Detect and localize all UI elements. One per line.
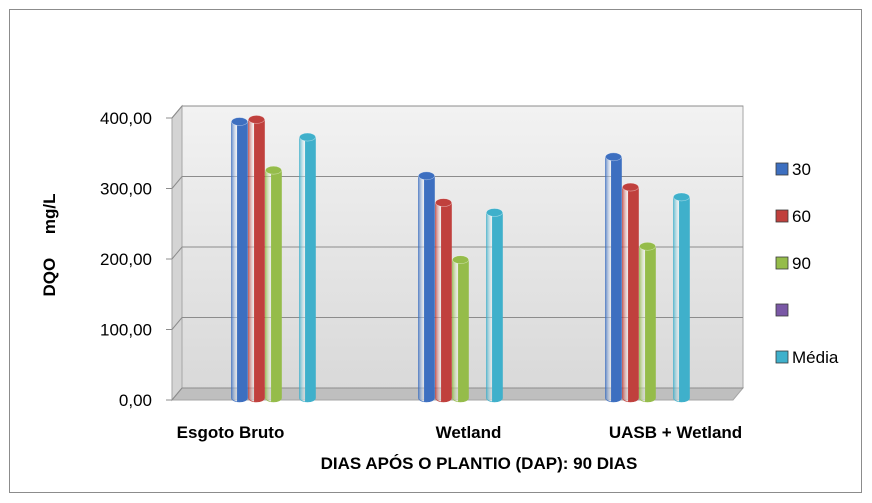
legend-item: 90 <box>775 254 811 273</box>
bars <box>231 115 690 403</box>
x-axis-title: DIAS APÓS O PLANTIO (DAP): 90 DIAS <box>321 454 638 473</box>
x-category-label: Wetland <box>436 423 502 442</box>
gridline <box>171 387 743 401</box>
gridline <box>171 246 743 260</box>
gridline <box>171 105 743 119</box>
x-category-label: Esgoto Bruto <box>177 423 285 442</box>
legend-label: Média <box>792 348 839 367</box>
bar <box>452 255 469 403</box>
bar <box>622 182 639 403</box>
bar <box>486 208 503 403</box>
bar <box>299 132 316 403</box>
bar <box>265 165 282 403</box>
y-tick-label: 100,00 <box>100 321 152 340</box>
x-category-label: UASB + Wetland <box>609 423 742 442</box>
bar <box>231 117 248 403</box>
y-tick-labels: 0,00 100,00 200,00 300,00 400,00 <box>100 109 152 410</box>
legend-label: 60 <box>792 207 811 226</box>
gridline <box>171 176 743 189</box>
bar <box>435 198 452 403</box>
legend-item: 30 <box>775 160 811 179</box>
bar <box>639 242 656 403</box>
legend-swatch <box>775 256 789 270</box>
legend-label: 30 <box>792 160 811 179</box>
legend-label: 90 <box>792 254 811 273</box>
bar <box>248 115 265 403</box>
legend-item: Média <box>775 348 839 367</box>
legend: 30 60 90 Média <box>775 160 839 367</box>
bar <box>605 152 622 403</box>
y-tick-label: 200,00 <box>100 250 152 269</box>
bar <box>673 192 690 403</box>
y-tick-label: 400,00 <box>100 109 152 128</box>
legend-swatch <box>775 162 789 176</box>
legend-swatch <box>775 303 789 317</box>
legend-item <box>775 303 789 317</box>
y-tick-label: 300,00 <box>100 180 152 199</box>
bar <box>418 171 435 403</box>
legend-swatch <box>775 209 789 223</box>
gridlines <box>166 105 743 401</box>
legend-swatch <box>775 350 789 364</box>
y-axis-title: DQO mg/L <box>40 194 59 297</box>
legend-item: 60 <box>775 207 811 226</box>
gridline <box>171 317 743 330</box>
y-tick-label: 0,00 <box>119 391 152 410</box>
x-category-labels: Esgoto Bruto Wetland UASB + Wetland <box>177 423 743 442</box>
